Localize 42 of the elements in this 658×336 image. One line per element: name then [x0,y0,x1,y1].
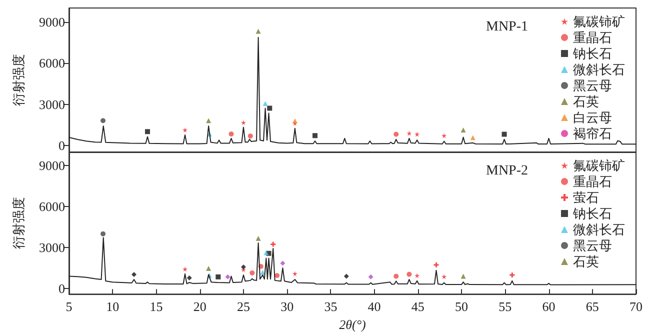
annotation: MNP-2 [486,164,528,178]
x-tick-label: 60 [542,299,556,314]
legend-label: 重晶石 [573,30,612,45]
x-tick-label: 5 [66,299,72,314]
x-tick-label: 65 [586,299,599,314]
y-tick-label: 6000 [39,56,65,71]
legend-label: 石英 [573,254,599,269]
x-tick-label: 70 [630,299,642,314]
y-tick-label: 3000 [39,240,65,256]
legend-label: 石英 [573,94,599,109]
legend-label: 氟碳铈矿 [573,14,625,29]
x-tick-label: 25 [236,299,250,314]
legend-label: 微斜长石 [573,222,625,237]
legend-label: 微斜长石 [573,62,625,77]
legend-label: 氟碳铈矿 [573,158,625,173]
y-axis-title: 衍射强度 [11,197,26,250]
x-tick-label: 10 [106,299,120,314]
y-tick-label: 9000 [39,158,65,174]
x-tick-label: 30 [280,299,294,314]
x-tick-label: 35 [324,299,338,314]
x-tick-label: 45 [411,299,424,314]
legend-label: 钠长石 [572,46,612,61]
y-tick-label: 0 [58,138,65,154]
y-tick-label: 3000 [39,96,65,112]
legend-label: 黑云母 [573,78,612,93]
y-tick-label: 0 [58,281,65,296]
legend-label: 钠长石 [572,206,612,221]
legend-label: 萤石 [573,190,599,205]
x-tick-label: 55 [498,299,512,314]
legend-label: 重晶石 [573,174,612,189]
x-tick-label: 40 [368,299,381,314]
x-axis-title: 2θ(°) [339,317,366,332]
legend-label: 褐帘石 [573,126,612,141]
y-axis-title: 衍射强度 [11,54,26,106]
y-tick-label: 9000 [39,14,65,30]
x-tick-label: 15 [150,299,163,314]
x-tick-label: 20 [193,299,206,314]
annotation: MNP-1 [486,20,528,34]
y-tick-label: 6000 [39,199,65,214]
legend-label: 白云母 [573,110,612,125]
x-tick-label: 50 [455,299,468,314]
legend-label: 黑云母 [573,238,612,253]
